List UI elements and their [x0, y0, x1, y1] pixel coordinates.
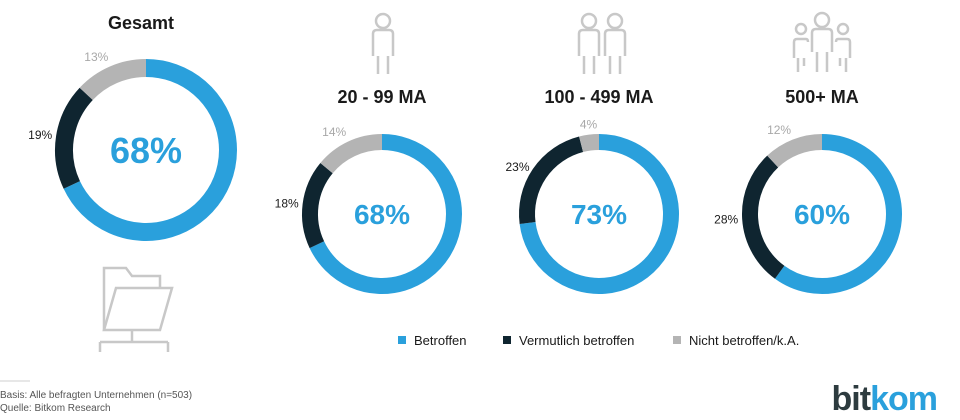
legend-label-nicht: Nicht betroffen/k.A. [689, 333, 799, 348]
slice-label-nicht-betroffen-k-a: 4% [580, 118, 598, 132]
slice-nicht-betroffen-k-a [79, 59, 147, 101]
slice-betroffen [309, 134, 462, 294]
slice-betroffen [63, 59, 237, 241]
chart-title-gesamt: Gesamt [108, 13, 174, 33]
slice-label-nicht-betroffen-k-a: 14% [322, 125, 346, 139]
slice-vermutlich-betroffen [55, 87, 93, 189]
slice-label-nicht-betroffen-k-a: 12% [767, 123, 791, 137]
chart-title-20-99: 20 - 99 MA [337, 87, 426, 107]
slice-betroffen [774, 134, 902, 294]
folder-network-icon [98, 266, 174, 352]
chart-title-100-499: 100 - 499 MA [544, 87, 653, 107]
slice-nicht-betroffen-k-a [579, 133, 600, 153]
slice-vermutlich-betroffen [302, 163, 333, 249]
slice-nicht-betroffen-k-a [320, 134, 383, 174]
center-value-20-99: 68% [354, 199, 410, 230]
chart-title-500plus: 500+ MA [785, 87, 859, 107]
legend-label-betroffen: Betroffen [414, 333, 467, 348]
donut-100-499: 23% 4% 73% [505, 118, 679, 294]
logo-part-kom: kom [870, 380, 937, 418]
slice-label-vermutlich-betroffen: 18% [275, 197, 299, 211]
group-icon [792, 11, 852, 72]
logo-part-bit: bit [832, 380, 871, 418]
legend-swatch-betroffen [398, 336, 406, 344]
slice-vermutlich-betroffen [519, 136, 584, 225]
center-value-500plus: 60% [794, 199, 850, 230]
footer-basis: Basis: Alle befragten Unternehmen (n=503… [0, 390, 192, 401]
slice-label-vermutlich-betroffen: 28% [714, 212, 738, 226]
legend-swatch-vermutlich [503, 336, 511, 344]
slice-betroffen [519, 134, 679, 294]
slice-label-nicht-betroffen-k-a: 13% [84, 50, 108, 64]
bitkom-logo: bitkom [832, 380, 937, 418]
footer-quelle: Quelle: Bitkom Research [0, 403, 111, 414]
person-icon [371, 12, 395, 74]
donut-charts: 19% 13% 68% 18% 14% 68% 23% 4% 73% 28% 12% 60% [28, 50, 902, 294]
slice-label-vermutlich-betroffen: 23% [505, 160, 529, 174]
slice-nicht-betroffen-k-a [767, 134, 823, 168]
legend: Betroffen Vermutlich betroffen Nicht bet… [398, 333, 799, 348]
center-value-gesamt: 68% [110, 130, 182, 171]
donut-500plus: 28% 12% 60% [714, 123, 902, 294]
two-persons-icon [577, 12, 627, 74]
legend-swatch-nicht [673, 336, 681, 344]
slice-label-vermutlich-betroffen: 19% [28, 128, 52, 142]
legend-label-vermutlich: Vermutlich betroffen [519, 333, 634, 348]
slice-vermutlich-betroffen [742, 155, 785, 279]
center-value-100-499: 73% [571, 199, 627, 230]
donut-20-99: 18% 14% 68% [275, 125, 462, 294]
donut-gesamt: 19% 13% 68% [28, 50, 237, 241]
